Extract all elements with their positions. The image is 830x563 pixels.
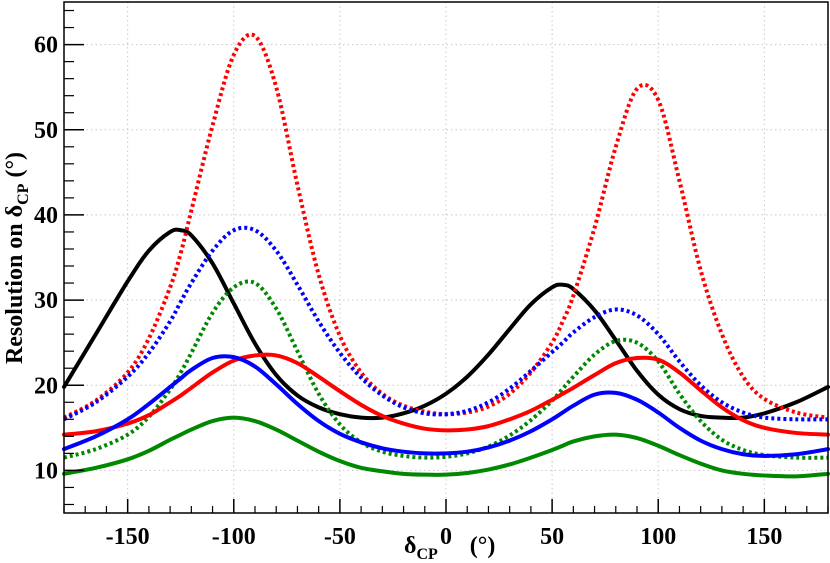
x-tick-label: 100 xyxy=(640,524,676,550)
y-tick-label: 20 xyxy=(34,373,58,399)
x-axis-title: δCP (°) xyxy=(404,533,495,563)
axis-ticks xyxy=(63,9,829,513)
y-axis-title: Resolution on δCP (°) xyxy=(2,152,32,364)
y-tick-label: 60 xyxy=(34,33,58,59)
tick-labels: -150 -100 -50 0 50 100 150 10 20 30 40 50 60 xyxy=(34,33,782,550)
series-line-blue-solid xyxy=(62,354,830,458)
x-tick-label: 0 xyxy=(440,524,452,550)
x-tick-label: -100 xyxy=(212,524,256,550)
x-tick-label: -150 xyxy=(106,524,150,550)
series-line-green-solid xyxy=(62,415,830,479)
series-line-blue-dotted xyxy=(63,225,829,422)
y-tick-label: 40 xyxy=(34,203,58,229)
y-tick-label: 50 xyxy=(34,118,58,144)
series-line-red-solid xyxy=(62,352,830,437)
x-tick-label: 150 xyxy=(746,524,782,550)
series-line-red-dotted xyxy=(63,32,829,420)
x-tick-label: 50 xyxy=(540,524,564,550)
x-tick-label: -50 xyxy=(324,524,356,550)
y-tick-label: 10 xyxy=(34,458,58,484)
series-layer xyxy=(62,32,830,479)
y-tick-label: 30 xyxy=(34,288,58,314)
series-line-black-solid xyxy=(62,227,830,421)
grid xyxy=(64,2,828,513)
